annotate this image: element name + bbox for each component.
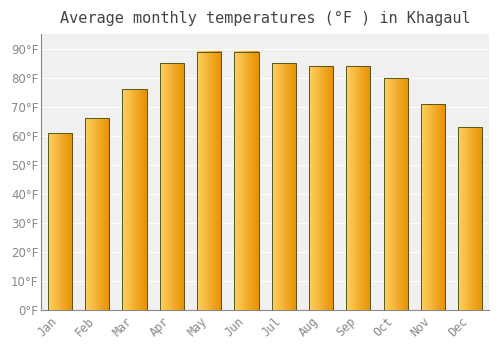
Bar (421, 104, 445, 310)
Bar (48, 133, 72, 310)
Bar (346, 66, 370, 310)
Bar (384, 78, 408, 310)
Bar (197, 52, 221, 310)
Bar (85, 118, 110, 310)
Bar (122, 89, 146, 310)
Bar (272, 63, 296, 310)
Bar (234, 52, 258, 310)
Bar (309, 66, 333, 310)
Title: Average monthly temperatures (°F ) in Khagaul: Average monthly temperatures (°F ) in Kh… (60, 11, 470, 26)
Bar (160, 63, 184, 310)
Bar (458, 127, 482, 310)
